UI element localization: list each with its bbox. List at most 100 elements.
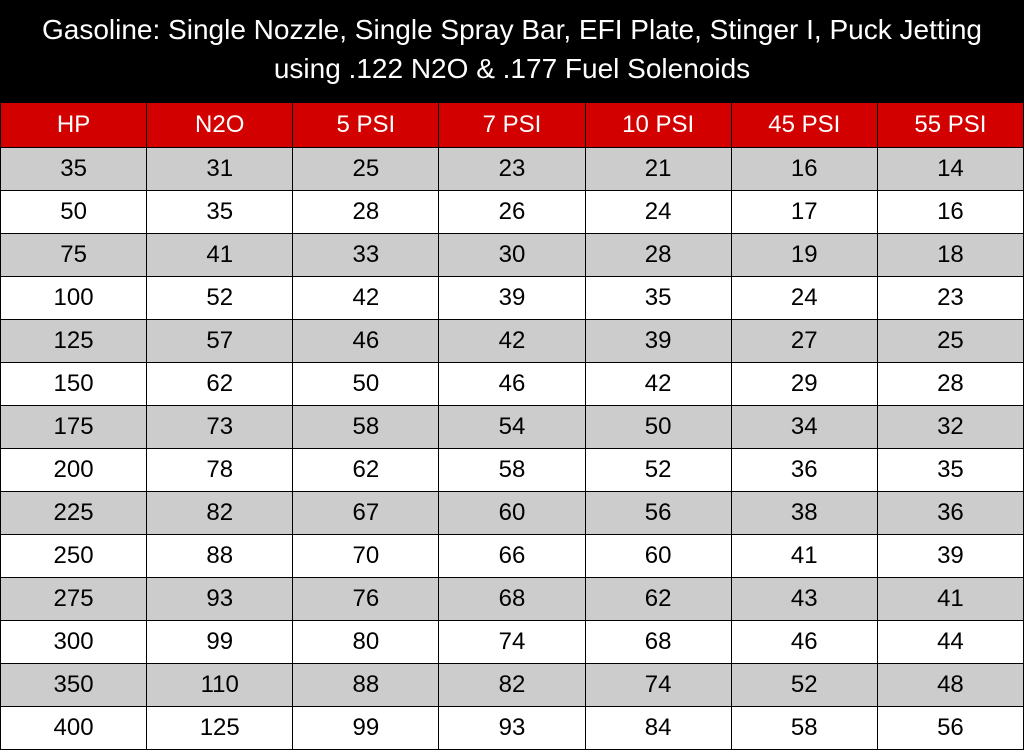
- table-cell: 110: [147, 664, 293, 707]
- table-cell: 58: [731, 707, 877, 750]
- table-cell: 50: [293, 363, 439, 406]
- table-row: 200786258523635: [1, 449, 1024, 492]
- table-cell: 35: [585, 277, 731, 320]
- table-cell: 68: [439, 578, 585, 621]
- table-cell: 74: [585, 664, 731, 707]
- table-cell: 150: [1, 363, 147, 406]
- table-row: 150625046422928: [1, 363, 1024, 406]
- table-cell: 250: [1, 535, 147, 578]
- table-cell: 60: [439, 492, 585, 535]
- table-cell: 50: [1, 191, 147, 234]
- table-row: 75413330281918: [1, 234, 1024, 277]
- table-cell: 73: [147, 406, 293, 449]
- col-header: 45 PSI: [731, 103, 877, 148]
- table-cell: 43: [731, 578, 877, 621]
- table-cell: 24: [585, 191, 731, 234]
- table-cell: 39: [439, 277, 585, 320]
- table-cell: 23: [877, 277, 1023, 320]
- table-cell: 74: [439, 621, 585, 664]
- table-cell: 19: [731, 234, 877, 277]
- table-cell: 93: [147, 578, 293, 621]
- table-cell: 62: [585, 578, 731, 621]
- table-cell: 54: [439, 406, 585, 449]
- table-cell: 58: [439, 449, 585, 492]
- table-cell: 66: [439, 535, 585, 578]
- table-cell: 26: [439, 191, 585, 234]
- table-cell: 23: [439, 148, 585, 191]
- table-cell: 38: [731, 492, 877, 535]
- table-cell: 41: [147, 234, 293, 277]
- table-cell: 35: [877, 449, 1023, 492]
- table-header: HPN2O5 PSI7 PSI10 PSI45 PSI55 PSI: [1, 103, 1024, 148]
- table-cell: 18: [877, 234, 1023, 277]
- table-row: 300998074684644: [1, 621, 1024, 664]
- table-cell: 175: [1, 406, 147, 449]
- table-cell: 39: [877, 535, 1023, 578]
- table-cell: 70: [293, 535, 439, 578]
- jetting-table: HPN2O5 PSI7 PSI10 PSI45 PSI55 PSI 353125…: [0, 102, 1024, 750]
- table-cell: 25: [877, 320, 1023, 363]
- table-cell: 60: [585, 535, 731, 578]
- col-header: 10 PSI: [585, 103, 731, 148]
- table-cell: 82: [147, 492, 293, 535]
- table-cell: 75: [1, 234, 147, 277]
- table-row: 50352826241716: [1, 191, 1024, 234]
- table-cell: 42: [439, 320, 585, 363]
- table-cell: 88: [147, 535, 293, 578]
- col-header: HP: [1, 103, 147, 148]
- table-cell: 275: [1, 578, 147, 621]
- table-cell: 30: [439, 234, 585, 277]
- col-header: 5 PSI: [293, 103, 439, 148]
- table-cell: 21: [585, 148, 731, 191]
- jetting-chart-container: Gasoline: Single Nozzle, Single Spray Ba…: [0, 0, 1024, 729]
- table-cell: 34: [731, 406, 877, 449]
- table-row: 3501108882745248: [1, 664, 1024, 707]
- table-cell: 84: [585, 707, 731, 750]
- table-cell: 39: [585, 320, 731, 363]
- table-cell: 200: [1, 449, 147, 492]
- table-cell: 52: [147, 277, 293, 320]
- table-cell: 16: [731, 148, 877, 191]
- table-cell: 41: [731, 535, 877, 578]
- chart-title: Gasoline: Single Nozzle, Single Spray Ba…: [0, 0, 1024, 102]
- table-cell: 80: [293, 621, 439, 664]
- table-cell: 52: [731, 664, 877, 707]
- table-cell: 67: [293, 492, 439, 535]
- table-cell: 68: [585, 621, 731, 664]
- table-row: 175735854503432: [1, 406, 1024, 449]
- table-cell: 46: [439, 363, 585, 406]
- table-row: 250887066604139: [1, 535, 1024, 578]
- table-row: 100524239352423: [1, 277, 1024, 320]
- table-cell: 35: [1, 148, 147, 191]
- table-cell: 52: [585, 449, 731, 492]
- table-cell: 29: [731, 363, 877, 406]
- table-row: 225826760563836: [1, 492, 1024, 535]
- table-cell: 100: [1, 277, 147, 320]
- table-row: 125574642392725: [1, 320, 1024, 363]
- table-cell: 58: [293, 406, 439, 449]
- table-cell: 88: [293, 664, 439, 707]
- table-row: 275937668624341: [1, 578, 1024, 621]
- table-cell: 36: [877, 492, 1023, 535]
- table-cell: 99: [147, 621, 293, 664]
- table-cell: 56: [877, 707, 1023, 750]
- table-cell: 56: [585, 492, 731, 535]
- table-cell: 225: [1, 492, 147, 535]
- table-cell: 300: [1, 621, 147, 664]
- table-cell: 41: [877, 578, 1023, 621]
- table-cell: 16: [877, 191, 1023, 234]
- table-cell: 62: [293, 449, 439, 492]
- table-cell: 125: [1, 320, 147, 363]
- table-cell: 48: [877, 664, 1023, 707]
- table-cell: 46: [731, 621, 877, 664]
- table-cell: 27: [731, 320, 877, 363]
- table-cell: 78: [147, 449, 293, 492]
- table-row: 35312523211614: [1, 148, 1024, 191]
- table-cell: 33: [293, 234, 439, 277]
- table-row: 4001259993845856: [1, 707, 1024, 750]
- table-cell: 35: [147, 191, 293, 234]
- table-cell: 31: [147, 148, 293, 191]
- table-cell: 28: [585, 234, 731, 277]
- table-cell: 32: [877, 406, 1023, 449]
- table-cell: 44: [877, 621, 1023, 664]
